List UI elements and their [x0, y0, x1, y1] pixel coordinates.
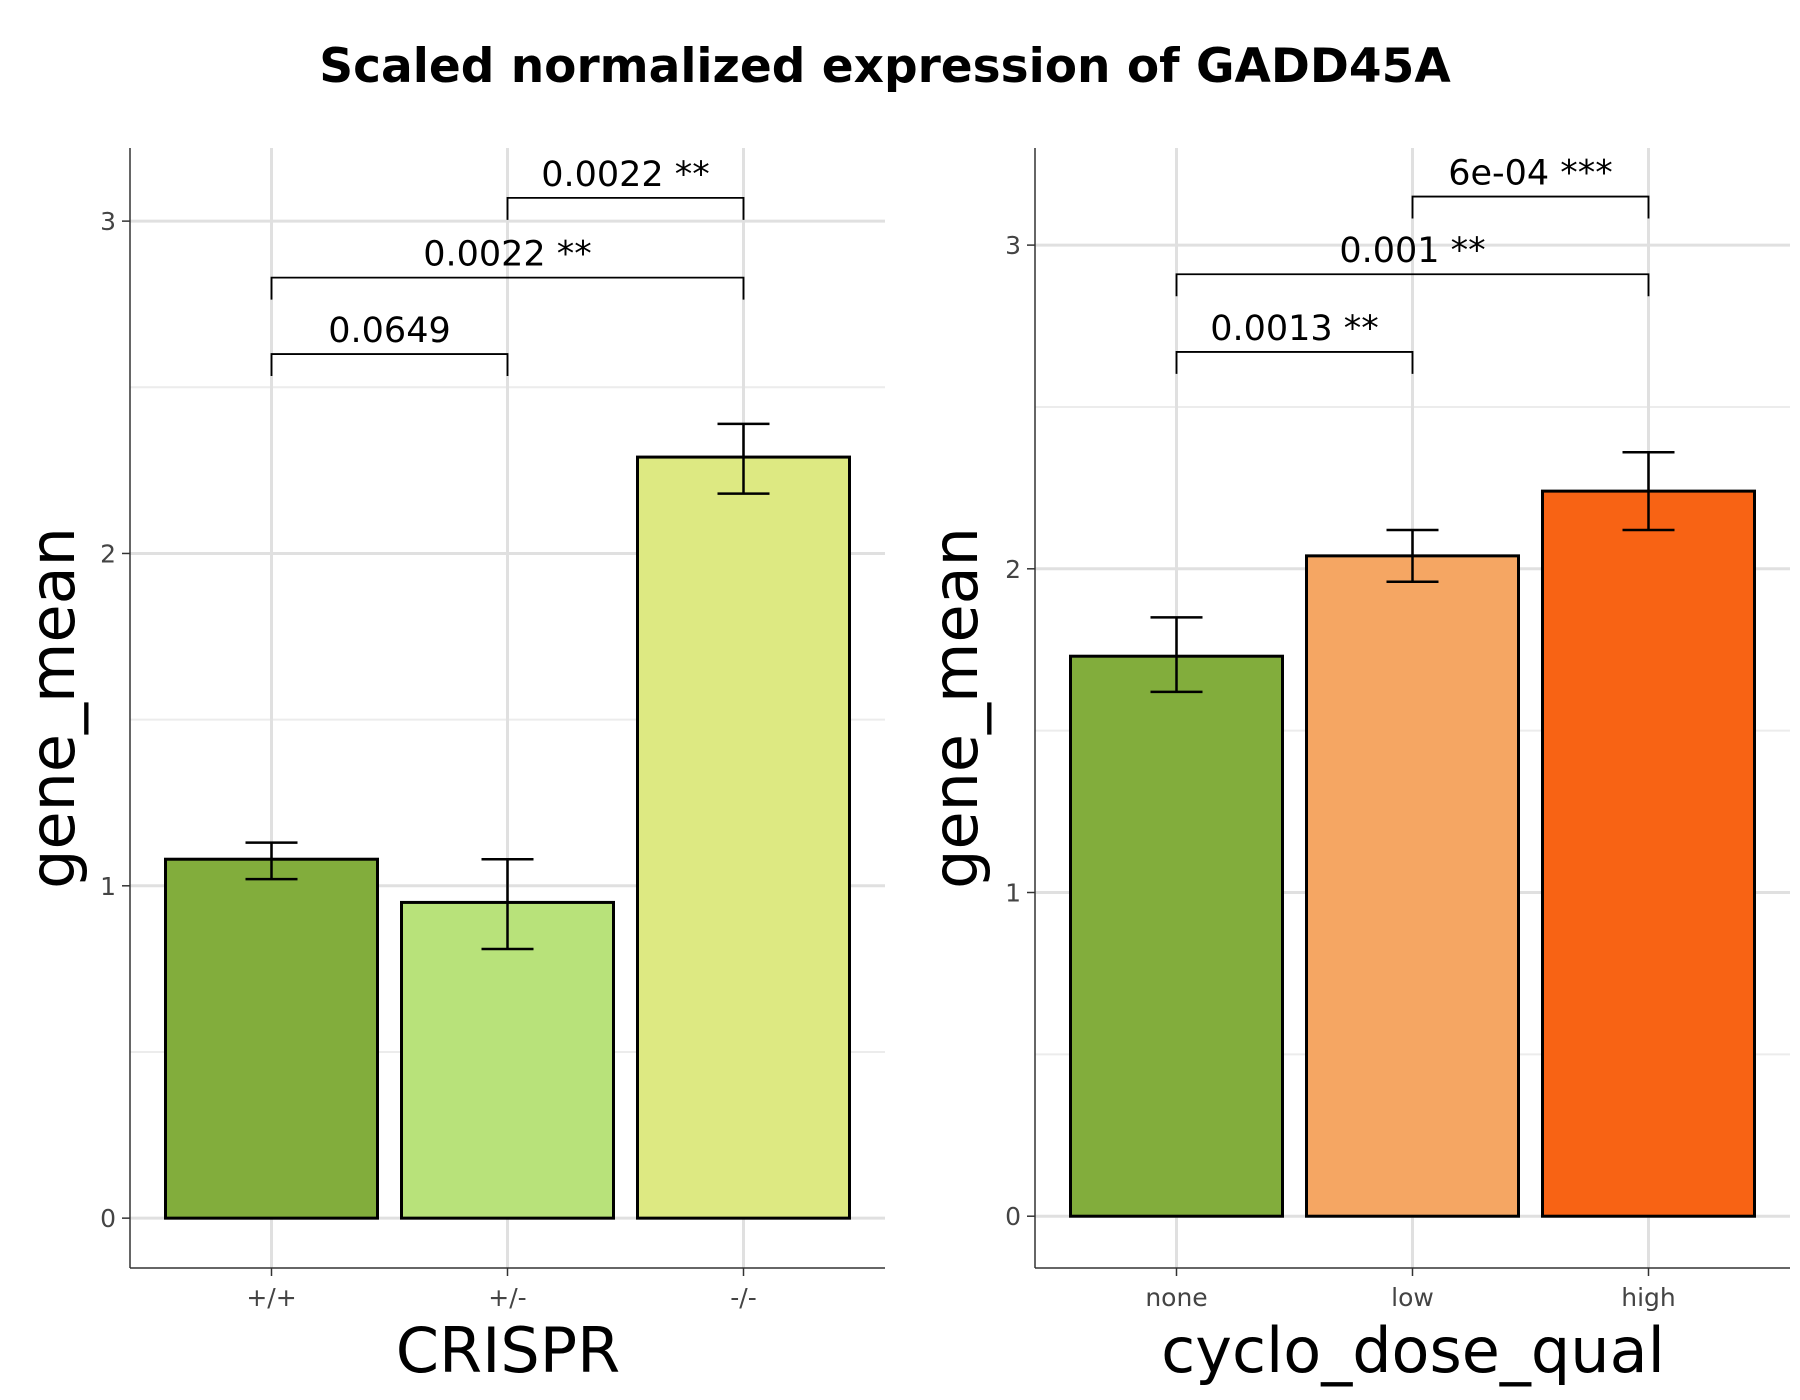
x-tick-label: none [1145, 1283, 1207, 1312]
x-axis-title: CRISPR [396, 1314, 620, 1387]
cyclo-dose-panel: 0 1 2 3 none low high 0.0013 ** 0.001 ** 6e-04 **… [919, 148, 1790, 1387]
significance-label: 0.0022 ** [541, 155, 710, 195]
significance-bracket [506, 196, 745, 220]
bar-+/- [400, 900, 615, 1220]
bar-none [1069, 654, 1284, 1218]
figure-title: Scaled normalized expression of GADD45A [319, 39, 1451, 94]
y-tick-label: 1 [100, 872, 116, 901]
crispr-panel: 0 1 2 3 +/+ +/- -/- 0.0649 0.0022 ** 0.0022 ** CRI… [16, 148, 885, 1387]
x-tick-label: +/+ [246, 1283, 296, 1312]
y-tick-label: 0 [1005, 1202, 1021, 1231]
bar-high [1541, 489, 1756, 1218]
error-bar [1150, 616, 1203, 694]
bar-+/+ [164, 857, 379, 1220]
error-bar [1622, 451, 1675, 532]
y-tick-label: 1 [1005, 879, 1021, 908]
x-tick-label: +/- [488, 1283, 526, 1312]
significance-label: 0.0013 ** [1210, 309, 1379, 349]
y-tick-label: 3 [100, 207, 116, 236]
error-bar [245, 841, 298, 881]
error-bar [1386, 528, 1439, 584]
x-tick-label: -/- [730, 1283, 756, 1312]
significance-bracket [270, 276, 745, 300]
y-tick-label: 3 [1005, 231, 1021, 260]
y-tick-label: 0 [100, 1204, 116, 1233]
y-tick-label: 2 [1005, 555, 1021, 584]
significance-label: 6e-04 *** [1448, 154, 1613, 194]
x-tick-label: low [1391, 1283, 1434, 1312]
x-tick-label: high [1621, 1283, 1676, 1312]
significance-label: 0.001 ** [1339, 231, 1485, 271]
significance-label: 0.0022 ** [423, 235, 592, 275]
y-axis-title: gene_mean [16, 527, 89, 889]
significance-label: 0.0649 [328, 311, 450, 351]
y-axis-title: gene_mean [919, 527, 992, 889]
y-tick-label: 2 [100, 539, 116, 568]
error-bar [481, 857, 534, 951]
significance-bracket [1175, 273, 1650, 297]
significance-bracket [1175, 351, 1414, 374]
x-axis-title: cyclo_dose_qual [1161, 1314, 1665, 1387]
significance-bracket [270, 353, 509, 377]
significance-bracket [1411, 195, 1650, 219]
bar-low [1305, 554, 1520, 1218]
error-bar [717, 422, 770, 495]
bar--/- [636, 455, 851, 1220]
